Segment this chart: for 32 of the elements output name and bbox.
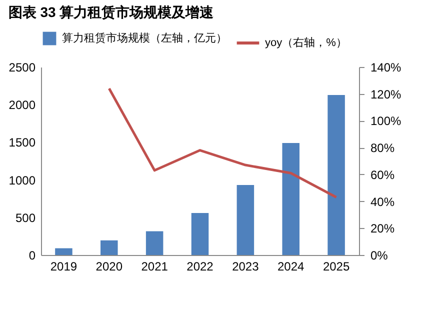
y-tick-label: 2000 (8, 98, 36, 112)
y2-tick-label: 120% (370, 87, 402, 102)
y-tick-label: 1500 (8, 136, 36, 150)
bar (282, 143, 300, 255)
y2-tick-label: 40% (370, 194, 395, 209)
legend-label: yoy（右轴，%） (265, 36, 347, 49)
bar (191, 212, 209, 255)
bar (146, 231, 164, 255)
x-tick-label: 2023 (232, 260, 260, 274)
bar (328, 94, 345, 255)
y2-tick-label: 20% (370, 222, 395, 236)
x-tick-label: 2020 (96, 260, 123, 274)
y-tick-label: 500 (15, 210, 36, 225)
bar (236, 184, 254, 255)
y-tick-label: 1000 (8, 173, 36, 188)
x-tick-label: 2024 (278, 260, 305, 274)
y2-tick-label: 100% (370, 114, 402, 128)
y-tick-label: 0 (28, 248, 36, 262)
chart-title: 图表 33 算力租赁市场规模及增速 (8, 4, 215, 20)
line-series (108, 87, 338, 199)
y2-tick-label: 80% (370, 141, 395, 156)
x-tick-label: 2021 (141, 260, 168, 274)
x-tick-label: 2022 (186, 260, 214, 274)
bar (100, 240, 118, 255)
legend-label: 算力租赁市场规模（左轴，亿元） (62, 32, 227, 44)
y2-tick-label: 0% (370, 248, 388, 262)
x-tick-label: 2019 (50, 260, 78, 274)
y2-tick-label: 60% (370, 168, 395, 182)
bar (55, 248, 72, 255)
y-tick-label: 2500 (8, 60, 36, 74)
x-tick-label: 2025 (322, 260, 350, 274)
y2-tick-label: 140% (370, 60, 402, 74)
